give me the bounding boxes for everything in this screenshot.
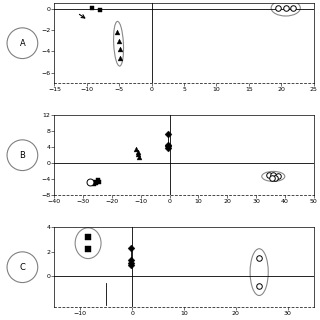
Text: B: B xyxy=(20,151,25,160)
Text: C: C xyxy=(20,263,25,272)
Text: A: A xyxy=(20,39,25,48)
